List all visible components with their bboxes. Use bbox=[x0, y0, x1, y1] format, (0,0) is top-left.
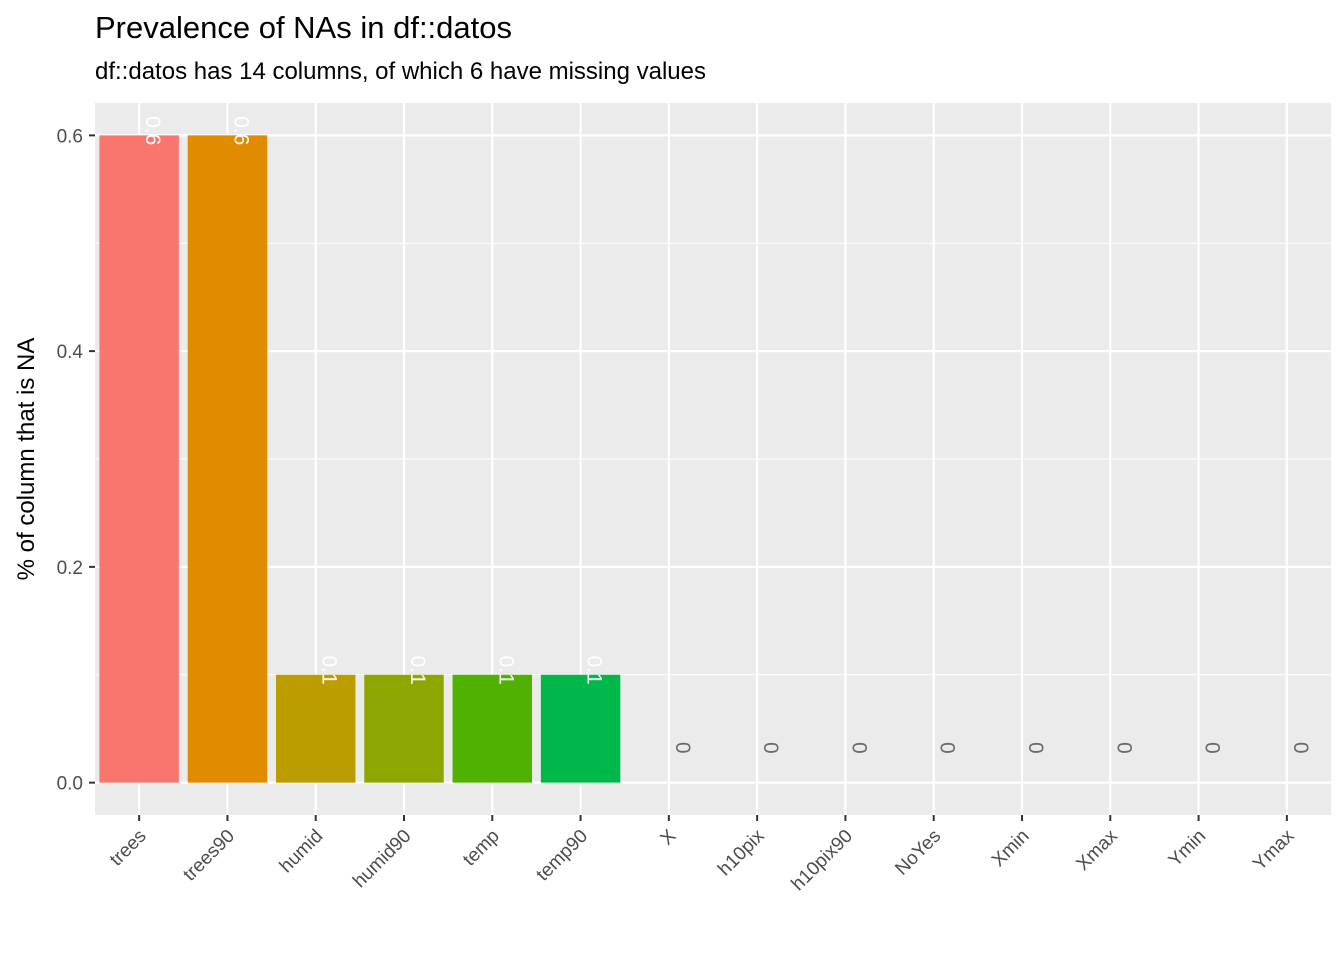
bar-value-label: 0 bbox=[1289, 742, 1312, 754]
x-tick-label: temp90 bbox=[532, 826, 592, 886]
x-tick-label: h10pix90 bbox=[788, 826, 857, 895]
bar-temp90 bbox=[540, 674, 621, 783]
bar-value-label: 0 bbox=[671, 742, 694, 754]
bar-value-label: 0 bbox=[1112, 742, 1135, 754]
chart-title: Prevalence of NAs in df::datos bbox=[95, 10, 513, 45]
bar-value-label: 0.1 bbox=[406, 656, 429, 685]
bar-value-label: 0 bbox=[759, 742, 782, 754]
bar-value-label: 0.6 bbox=[229, 116, 252, 145]
bar-value-label: 0.6 bbox=[141, 116, 164, 145]
x-tick-label: humid90 bbox=[349, 826, 415, 892]
x-tick-label: h10pix bbox=[714, 825, 769, 880]
y-tick-label: 0.6 bbox=[57, 126, 83, 147]
bar-value-label: 0.1 bbox=[494, 656, 517, 685]
bar-value-label: 0 bbox=[1024, 742, 1047, 754]
x-tick-label: temp bbox=[459, 826, 504, 871]
bar-humid bbox=[275, 674, 356, 783]
bar-value-label: 0 bbox=[847, 742, 870, 754]
bar-humid90 bbox=[364, 674, 444, 783]
x-tick-label: trees90 bbox=[179, 826, 239, 886]
bar-temp bbox=[452, 674, 533, 783]
bar-value-label: 0.1 bbox=[583, 656, 606, 685]
x-tick-label: humid bbox=[276, 826, 327, 877]
chart-subtitle: df::datos has 14 columns, of which 6 hav… bbox=[95, 58, 706, 85]
y-tick-label: 0.0 bbox=[57, 774, 83, 795]
y-tick-label: 0.2 bbox=[57, 558, 83, 579]
x-tick-label: NoYes bbox=[891, 826, 945, 880]
y-axis-title: % of column that is NA bbox=[13, 338, 40, 581]
x-tick-label: X bbox=[657, 825, 681, 849]
bar-trees bbox=[99, 135, 179, 783]
bar-value-label: 0 bbox=[936, 742, 959, 754]
x-tick-label: trees bbox=[106, 826, 151, 871]
y-tick-label: 0.4 bbox=[57, 342, 84, 363]
x-tick-label: Ymax bbox=[1249, 825, 1299, 875]
bar-value-label: 0 bbox=[1201, 742, 1224, 754]
x-tick-label: Ymin bbox=[1165, 826, 1210, 871]
x-tick-label: Xmin bbox=[988, 826, 1033, 871]
x-tick-label: Xmax bbox=[1073, 825, 1123, 875]
bar-trees90 bbox=[187, 135, 268, 783]
bar-value-label: 0.1 bbox=[318, 656, 341, 685]
